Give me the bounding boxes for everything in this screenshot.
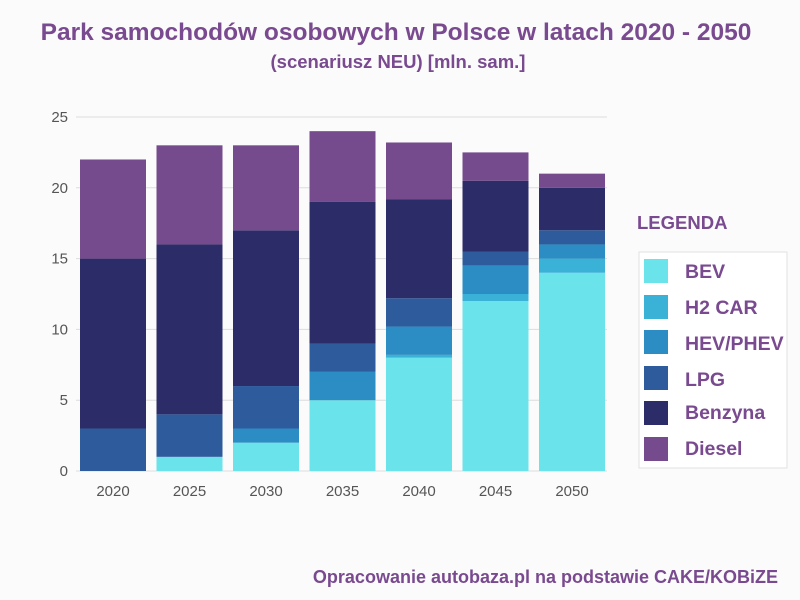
bar-segment-h2-car-2045 (462, 294, 529, 302)
legend-item-diesel: Diesel (644, 437, 742, 461)
bar-segment-benzyna-2030 (233, 230, 299, 387)
bar-segment-diesel-2050 (539, 173, 605, 188)
bar-stack-2030 (233, 145, 299, 471)
legend-swatch-hev-phev (644, 330, 668, 354)
bar-segment-diesel-2030 (233, 145, 299, 231)
bar-stack-2035 (309, 131, 376, 471)
bar-segment-bev-2040 (386, 357, 452, 471)
bar-segment-lpg-2025 (156, 414, 223, 457)
chart-title: Park samochodów osobowych w Polsce w lat… (41, 19, 752, 46)
legend-box (638, 251, 788, 469)
x-tick-label: 2020 (96, 483, 129, 500)
x-tick-label: 2025 (173, 483, 206, 500)
bar-stack-2045 (462, 152, 529, 471)
bar-segment-benzyna-2040 (386, 199, 452, 299)
y-tick-label: 20 (51, 180, 68, 197)
legend-item-bev: BEV (644, 259, 725, 283)
bar-segment-diesel-2020 (80, 159, 146, 259)
legend-title: LEGENDA (637, 212, 727, 233)
bar-segment-bev-2050 (539, 272, 605, 471)
legend-swatch-h2-car (644, 295, 668, 319)
bar-segment-lpg-2040 (386, 298, 452, 327)
chart-subtitle: (scenariusz NEU) [mln. sam.] (271, 51, 526, 72)
bar-segment-benzyna-2035 (309, 201, 376, 344)
x-tick-label: 2035 (326, 483, 359, 500)
bar-segment-benzyna-2020 (80, 258, 146, 429)
bar-segment-hev-phev-2050 (539, 244, 605, 259)
legend: LEGENDA BEV H2 CAR HEV/PHEV LPG Benzyna … (637, 212, 788, 469)
bar-segment-benzyna-2045 (462, 180, 529, 252)
bar-segment-lpg-2035 (309, 343, 376, 372)
legend-label-lpg: LPG (685, 369, 725, 391)
bar-segment-lpg-2050 (539, 230, 605, 245)
y-tick-label: 5 (60, 392, 68, 409)
bar-segment-benzyna-2050 (539, 187, 605, 231)
bar-stack-2020 (80, 159, 146, 471)
bar-stack-2040 (386, 142, 452, 471)
x-tick-label: 2030 (249, 483, 282, 500)
bar-segment-diesel-2025 (156, 145, 223, 245)
bar-segment-hev-phev-2040 (386, 326, 452, 355)
legend-label-bev: BEV (685, 261, 725, 283)
legend-label-hev-phev: HEV/PHEV (685, 333, 784, 355)
y-tick-label: 15 (51, 251, 68, 268)
bar-segment-hev-phev-2030 (233, 428, 299, 443)
legend-item-hev-phev: HEV/PHEV (644, 330, 784, 355)
x-tick-label: 2050 (555, 483, 588, 500)
legend-swatch-lpg (644, 366, 668, 390)
legend-swatch-diesel (644, 437, 668, 461)
x-axis: 2020 2025 2030 2035 2040 2045 2050 (96, 483, 588, 500)
bar-segment-hev-phev-2035 (309, 371, 376, 401)
bar-segment-diesel-2045 (462, 152, 529, 181)
legend-item-benzyna: Benzyna (644, 401, 765, 425)
y-axis: 0 5 10 15 20 25 (51, 109, 68, 480)
bar-segment-hev-phev-2045 (462, 265, 529, 294)
bar-segment-diesel-2040 (386, 142, 452, 200)
bar-segment-lpg-2020 (80, 428, 146, 471)
bar-segment-h2-car-2050 (539, 258, 605, 273)
bar-segment-bev-2025 (156, 456, 223, 471)
source-note: Opracowanie autobaza.pl na podstawie CAK… (313, 567, 778, 587)
legend-label-diesel: Diesel (685, 438, 742, 460)
bar-segment-lpg-2030 (233, 386, 299, 429)
legend-item-lpg: LPG (644, 366, 725, 391)
legend-swatch-bev (644, 259, 668, 283)
bar-segment-bev-2030 (233, 442, 299, 471)
legend-item-h2-car: H2 CAR (644, 295, 758, 319)
x-tick-label: 2040 (402, 483, 435, 500)
bar-segment-benzyna-2025 (156, 244, 223, 415)
bar-segment-lpg-2045 (462, 251, 529, 266)
bar-stack-2025 (156, 145, 223, 471)
bar-stack-2050 (539, 173, 605, 471)
bar-segment-h2-car-2040 (386, 354, 452, 358)
y-tick-label: 25 (51, 109, 68, 126)
bar-segment-bev-2035 (309, 400, 376, 471)
bar-segment-bev-2045 (462, 301, 529, 471)
legend-label-benzyna: Benzyna (685, 402, 765, 424)
bar-segment-diesel-2035 (309, 131, 376, 202)
x-tick-label: 2045 (479, 483, 512, 500)
y-tick-label: 10 (51, 321, 68, 338)
bars (80, 131, 605, 471)
legend-label-h2-car: H2 CAR (685, 297, 758, 319)
legend-swatch-benzyna (644, 401, 668, 425)
y-tick-label: 0 (60, 463, 68, 480)
